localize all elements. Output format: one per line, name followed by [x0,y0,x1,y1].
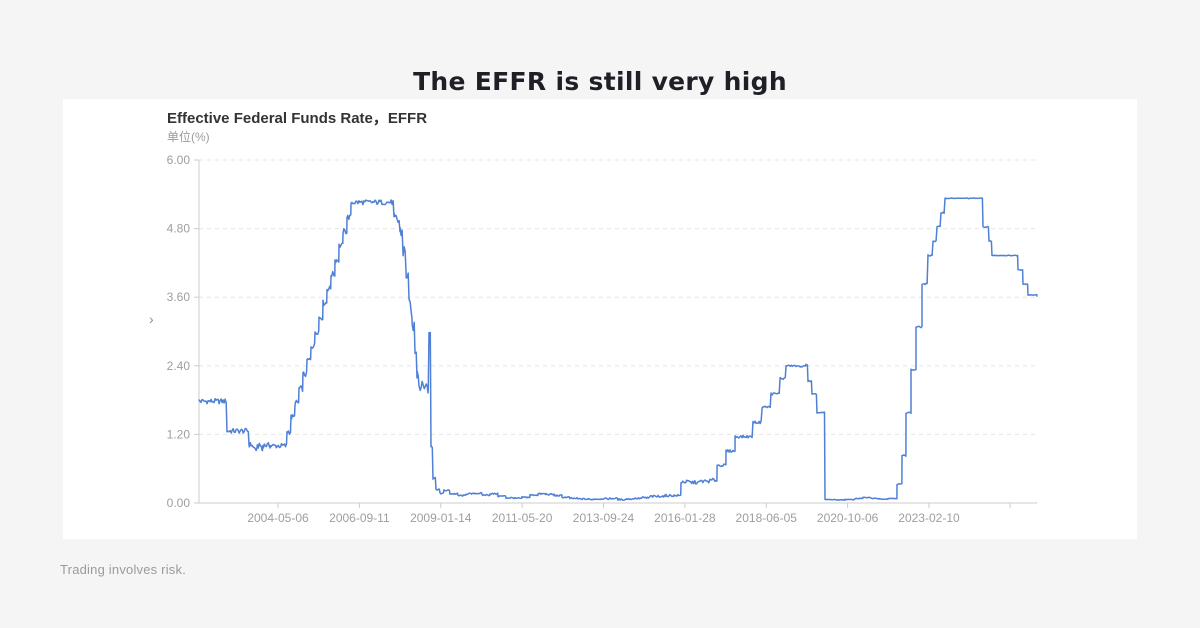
x-axis-label: 2006-09-11 [329,511,390,525]
chevron-right-icon[interactable]: › [149,311,154,327]
y-axis-label: 2.40 [167,359,191,373]
x-axis-label: 2011-05-20 [492,511,553,525]
x-axis-label: 2018-06-05 [736,511,798,525]
x-axis-label: 2004-05-06 [247,511,309,525]
y-axis-label: 1.20 [167,427,191,441]
x-axis-label: 2013-09-24 [573,511,635,525]
x-axis-label: 2020-10-06 [817,511,879,525]
chart-card: Effective Federal Funds Rate，EFFR 单位(%) … [63,99,1137,539]
effr-series-line [198,197,1038,502]
chart-unit-label: 单位(%) [167,130,210,144]
x-axis-label: 2023-02-10 [898,511,960,525]
page-title: The EFFR is still very high [413,66,787,96]
chart-title: Effective Federal Funds Rate，EFFR [167,110,428,127]
y-axis-label: 4.80 [167,222,191,236]
y-axis-label: 6.00 [167,153,191,167]
y-axis-label: 3.60 [167,290,191,304]
y-axis-label: 0.00 [167,496,191,510]
risk-disclaimer: Trading involves risk. [60,562,187,577]
x-axis-label: 2016-01-28 [654,511,716,525]
effr-line-chart: 6.00 4.80 3.60 2.40 1.20 0.00 2004-05-06 2006-0… [167,153,1038,525]
x-axis-label: 2009-01-14 [410,511,472,525]
